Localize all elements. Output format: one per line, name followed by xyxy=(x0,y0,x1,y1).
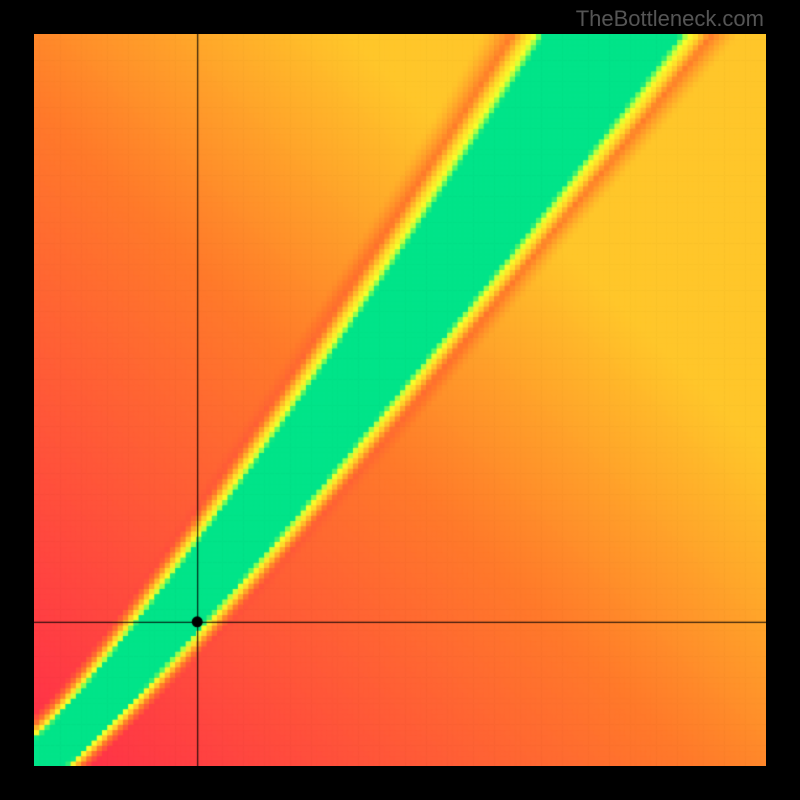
heatmap-canvas xyxy=(34,34,766,766)
attribution-text: TheBottleneck.com xyxy=(576,6,764,32)
heatmap-plot xyxy=(34,34,766,766)
